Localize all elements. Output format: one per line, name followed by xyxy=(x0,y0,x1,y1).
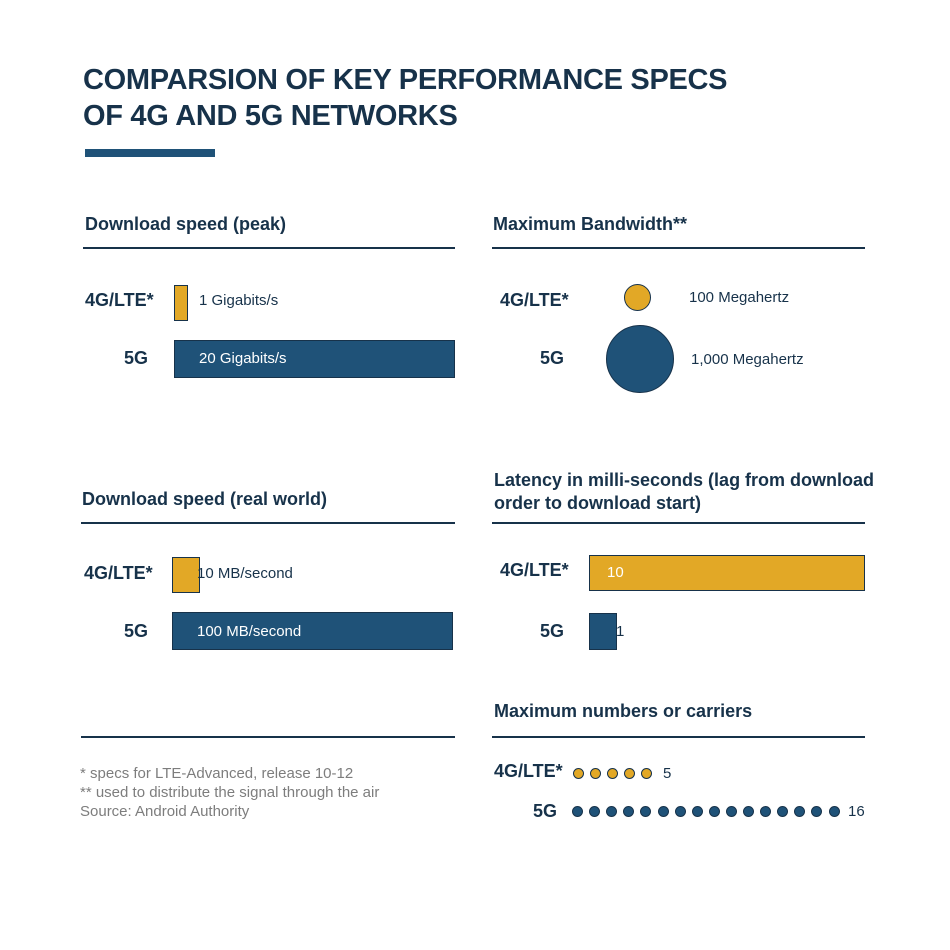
value-label-4g: 100 Megahertz xyxy=(689,289,790,306)
value-label-4g: 5 xyxy=(663,765,672,782)
row-label-4g: 4G/LTE* xyxy=(84,563,153,583)
value-label-4g: 10 xyxy=(607,564,624,581)
panel-rule xyxy=(492,522,865,524)
value-label-5g: 20 Gigabits/s xyxy=(199,350,287,367)
value-label-4g: 10 MB/second xyxy=(197,565,293,582)
carrier-dot xyxy=(640,806,652,817)
carrier-dot xyxy=(572,806,583,817)
value-label-5g: 100 MB/second xyxy=(197,623,302,640)
bar-4g xyxy=(589,555,865,591)
carrier-dot xyxy=(657,806,669,817)
value-label-5g: 1,000 Megahertz xyxy=(691,351,804,368)
panel-title: Download speed (peak) xyxy=(85,214,287,234)
carrier-dot xyxy=(589,806,601,817)
title-underline-bar xyxy=(85,149,215,157)
footnote-bandwidth: ** used to distribute the signal through… xyxy=(80,784,380,801)
row-label-4g: 4G/LTE* xyxy=(500,560,569,580)
page-title: COMPARSION OF KEY PERFORMANCE SPECS OF 4… xyxy=(83,62,728,134)
bar-4g xyxy=(172,557,200,593)
footnotes: * specs for LTE-Advanced, release 10-12 … xyxy=(80,764,379,821)
carrier-dot xyxy=(828,806,840,817)
value-label-5g: 16 xyxy=(848,803,865,820)
panel-title: Maximum Bandwidth** xyxy=(493,214,688,234)
row-label-4g: 4G/LTE* xyxy=(494,761,563,781)
panel-title: Latency in milli-seconds (lag from downl… xyxy=(494,469,874,515)
carrier-dot xyxy=(691,806,703,817)
page-title-line1: COMPARSION OF KEY PERFORMANCE SPECS xyxy=(83,64,728,96)
row-label-4g: 4G/LTE* xyxy=(85,290,154,310)
carrier-dot xyxy=(708,806,720,817)
panel-title: Download speed (real world) xyxy=(82,489,328,509)
panel-rule xyxy=(83,247,455,249)
panel-rule xyxy=(492,247,865,249)
panel-rule xyxy=(492,736,865,738)
carrier-dot xyxy=(641,768,653,779)
bar-5g xyxy=(174,340,455,378)
row-label-5g: 5G xyxy=(533,801,558,821)
carrier-dot xyxy=(777,806,789,817)
footnote-source: Source: Android Authority xyxy=(80,803,250,820)
carrier-dot xyxy=(743,806,754,817)
carrier-dot xyxy=(606,806,618,817)
carrier-dot xyxy=(623,806,635,817)
row-label-5g: 5G xyxy=(124,348,149,368)
panel-title-line2: order to download start) xyxy=(494,493,701,513)
carrier-dot xyxy=(624,768,636,779)
footnote-lte-advanced: * specs for LTE-Advanced, release 10-12 xyxy=(80,765,354,782)
value-label-4g: 1 Gigabits/s xyxy=(199,292,279,309)
bar-5g xyxy=(589,613,617,650)
row-label-5g: 5G xyxy=(540,621,565,641)
panel-title-line1: Latency in milli-seconds (lag from downl… xyxy=(494,470,875,490)
bubble-4g xyxy=(623,283,651,311)
carrier-dot xyxy=(607,768,619,779)
row-label-5g: 5G xyxy=(540,348,565,368)
bar-5g xyxy=(172,612,453,650)
bubble-5g xyxy=(606,325,674,393)
carrier-dot xyxy=(725,806,737,817)
panel-rule xyxy=(81,522,455,524)
row-label-4g: 4G/LTE* xyxy=(500,290,569,310)
carrier-dot xyxy=(794,806,806,817)
carrier-dot xyxy=(573,768,584,779)
value-label-5g: 1 xyxy=(616,623,625,640)
carrier-dot xyxy=(811,806,823,817)
page-title-line2: OF 4G AND 5G NETWORKS xyxy=(83,100,458,132)
panel-title: Maximum numbers or carriers xyxy=(494,701,753,721)
row-label-5g: 5G xyxy=(124,621,149,641)
carrier-dot xyxy=(760,806,772,817)
carrier-dot xyxy=(674,806,686,817)
footnote-rule xyxy=(81,736,455,738)
carrier-dot xyxy=(590,768,602,779)
bar-4g xyxy=(174,285,188,321)
